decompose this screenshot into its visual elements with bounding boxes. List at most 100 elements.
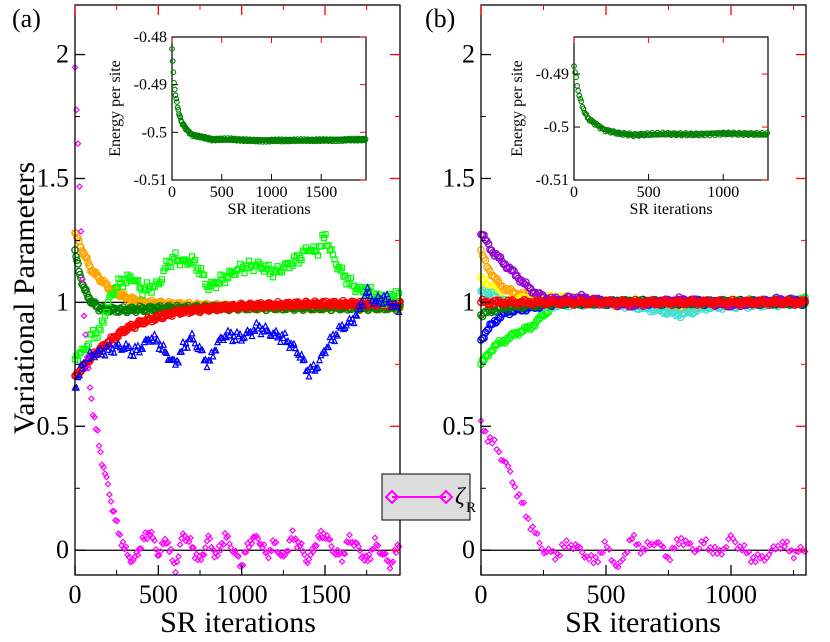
data-point: [91, 413, 98, 421]
data-point: [328, 542, 335, 550]
data-point: [95, 442, 103, 450]
inset-ylabel: Energy per site: [107, 60, 124, 157]
data-point: [173, 558, 181, 566]
data-point: [556, 552, 564, 559]
data-point: [482, 427, 489, 435]
data-point: [610, 558, 618, 566]
data-point: [645, 296, 653, 305]
data-point: [188, 329, 196, 337]
data-point: [722, 543, 730, 551]
data-point: [315, 356, 324, 364]
inset-data-point: [174, 99, 180, 105]
data-point: [305, 555, 313, 563]
data-point: [341, 550, 349, 558]
y-tick-label: 1.5: [443, 163, 476, 192]
data-point: [518, 499, 525, 507]
data-point: [132, 345, 141, 354]
data-point: [386, 297, 394, 305]
data-point: [659, 543, 667, 551]
data-point: [214, 552, 221, 560]
data-point: [288, 340, 297, 349]
y-tick-label: 0.5: [37, 411, 70, 440]
data-point: [325, 535, 332, 543]
data-point: [236, 329, 244, 337]
data-point: [317, 243, 325, 250]
data-point: [801, 296, 809, 305]
inset-frame: [171, 36, 367, 181]
data-point: [152, 545, 160, 553]
data-point: [185, 259, 193, 266]
inset-x-tick-label: 1000: [707, 184, 739, 201]
inset-x-tick-label: 500: [637, 184, 661, 201]
panel-a-xlabel: SR iterations: [160, 606, 316, 639]
inset-xlabel: SR iterations: [227, 201, 310, 218]
data-point: [702, 536, 710, 543]
data-point: [578, 548, 586, 556]
inset-data-point: [170, 69, 177, 76]
y-tick-label: 0: [56, 535, 69, 564]
data-point: [134, 277, 142, 284]
data-point: [388, 559, 395, 567]
plot-frame: [74, 4, 401, 576]
data-point: [172, 249, 179, 256]
data-point: [137, 545, 145, 552]
data-point: [745, 548, 753, 556]
data-point: [330, 336, 339, 345]
inset-data-point: [689, 132, 695, 139]
data-point: [245, 543, 253, 551]
data-point: [128, 558, 136, 565]
data-point: [191, 554, 199, 562]
data-point: [133, 548, 140, 556]
data-point: [125, 342, 133, 350]
data-point: [657, 296, 665, 305]
data-point: [85, 364, 92, 372]
data-point: [114, 339, 123, 347]
data-point: [296, 254, 304, 262]
data-point: [272, 326, 280, 334]
data-point: [159, 340, 168, 348]
data-point: [365, 288, 373, 296]
data-point: [635, 540, 642, 548]
data-point: [502, 458, 510, 466]
data-point: [188, 543, 196, 551]
data-point: [776, 545, 784, 553]
y-tick-label: 0.5: [443, 411, 476, 440]
inset-y-tick-label: -0.48: [134, 29, 167, 46]
data-point: [129, 351, 138, 359]
data-point: [666, 556, 674, 564]
data-point: [107, 347, 115, 356]
data-point: [623, 548, 631, 556]
data-point: [481, 352, 490, 361]
inset-data-point: [578, 98, 585, 105]
data-point: [308, 545, 316, 553]
data-point: [312, 364, 321, 372]
data-point: [320, 234, 328, 242]
data-point: [134, 341, 142, 349]
data-point: [224, 532, 232, 540]
inset-data-point: [169, 58, 176, 64]
data-point: [747, 558, 755, 566]
data-point: [382, 550, 389, 558]
inset-data-point: [169, 46, 175, 52]
data-point: [752, 558, 759, 566]
data-point: [212, 549, 220, 557]
data-point: [103, 473, 110, 481]
data-point: [186, 334, 195, 342]
data-point: [372, 296, 381, 304]
data-point: [338, 320, 346, 328]
inset-data-point: [575, 87, 582, 94]
data-point: [560, 543, 568, 551]
data-point: [632, 541, 640, 549]
legend-marker-right: [438, 489, 454, 505]
data-point: [581, 553, 588, 561]
data-point: [205, 532, 212, 540]
data-point: [126, 295, 134, 303]
data-point: [113, 517, 121, 525]
data-point: [282, 337, 291, 346]
inset-series-energy: [571, 63, 771, 140]
data-point: [195, 342, 204, 350]
data-point: [495, 448, 503, 456]
data-point: [101, 351, 109, 359]
data-point: [326, 536, 334, 544]
data-point: [223, 273, 230, 281]
